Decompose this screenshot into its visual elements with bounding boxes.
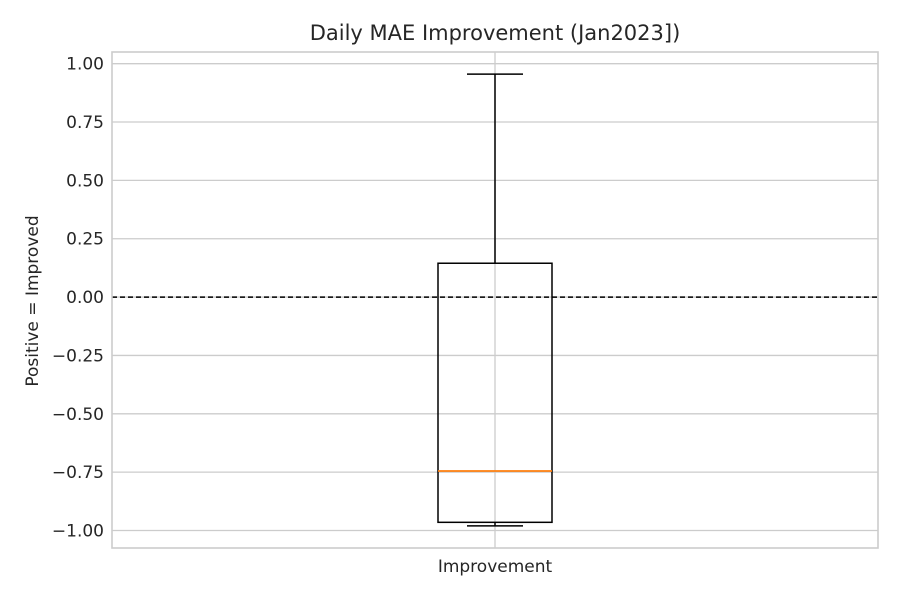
- y-tick-label: 0.25: [66, 230, 104, 250]
- y-tick-label: 0.50: [66, 171, 104, 191]
- y-tick-label: −0.50: [52, 405, 104, 425]
- plot-frame: [111, 51, 879, 549]
- y-tick-label: 0.00: [66, 288, 104, 308]
- plot-area: 1.00 0.75 0.50 0.25 0.00 −0.25 −0.50 −0.75 −1.00…: [52, 51, 879, 577]
- y-tick-label: −0.75: [52, 463, 104, 483]
- x-tick-label: Improvement: [438, 557, 553, 577]
- y-tick-label: −1.00: [52, 521, 104, 541]
- y-tick-label: 0.75: [66, 113, 104, 133]
- y-tick-label: −0.25: [52, 346, 104, 366]
- y-axis-label: Positive = Improved: [23, 215, 43, 386]
- y-tick-label: 1.00: [66, 55, 104, 75]
- chart-title: Daily MAE Improvement (Jan2023]): [310, 21, 681, 45]
- iqr-box: [437, 262, 553, 524]
